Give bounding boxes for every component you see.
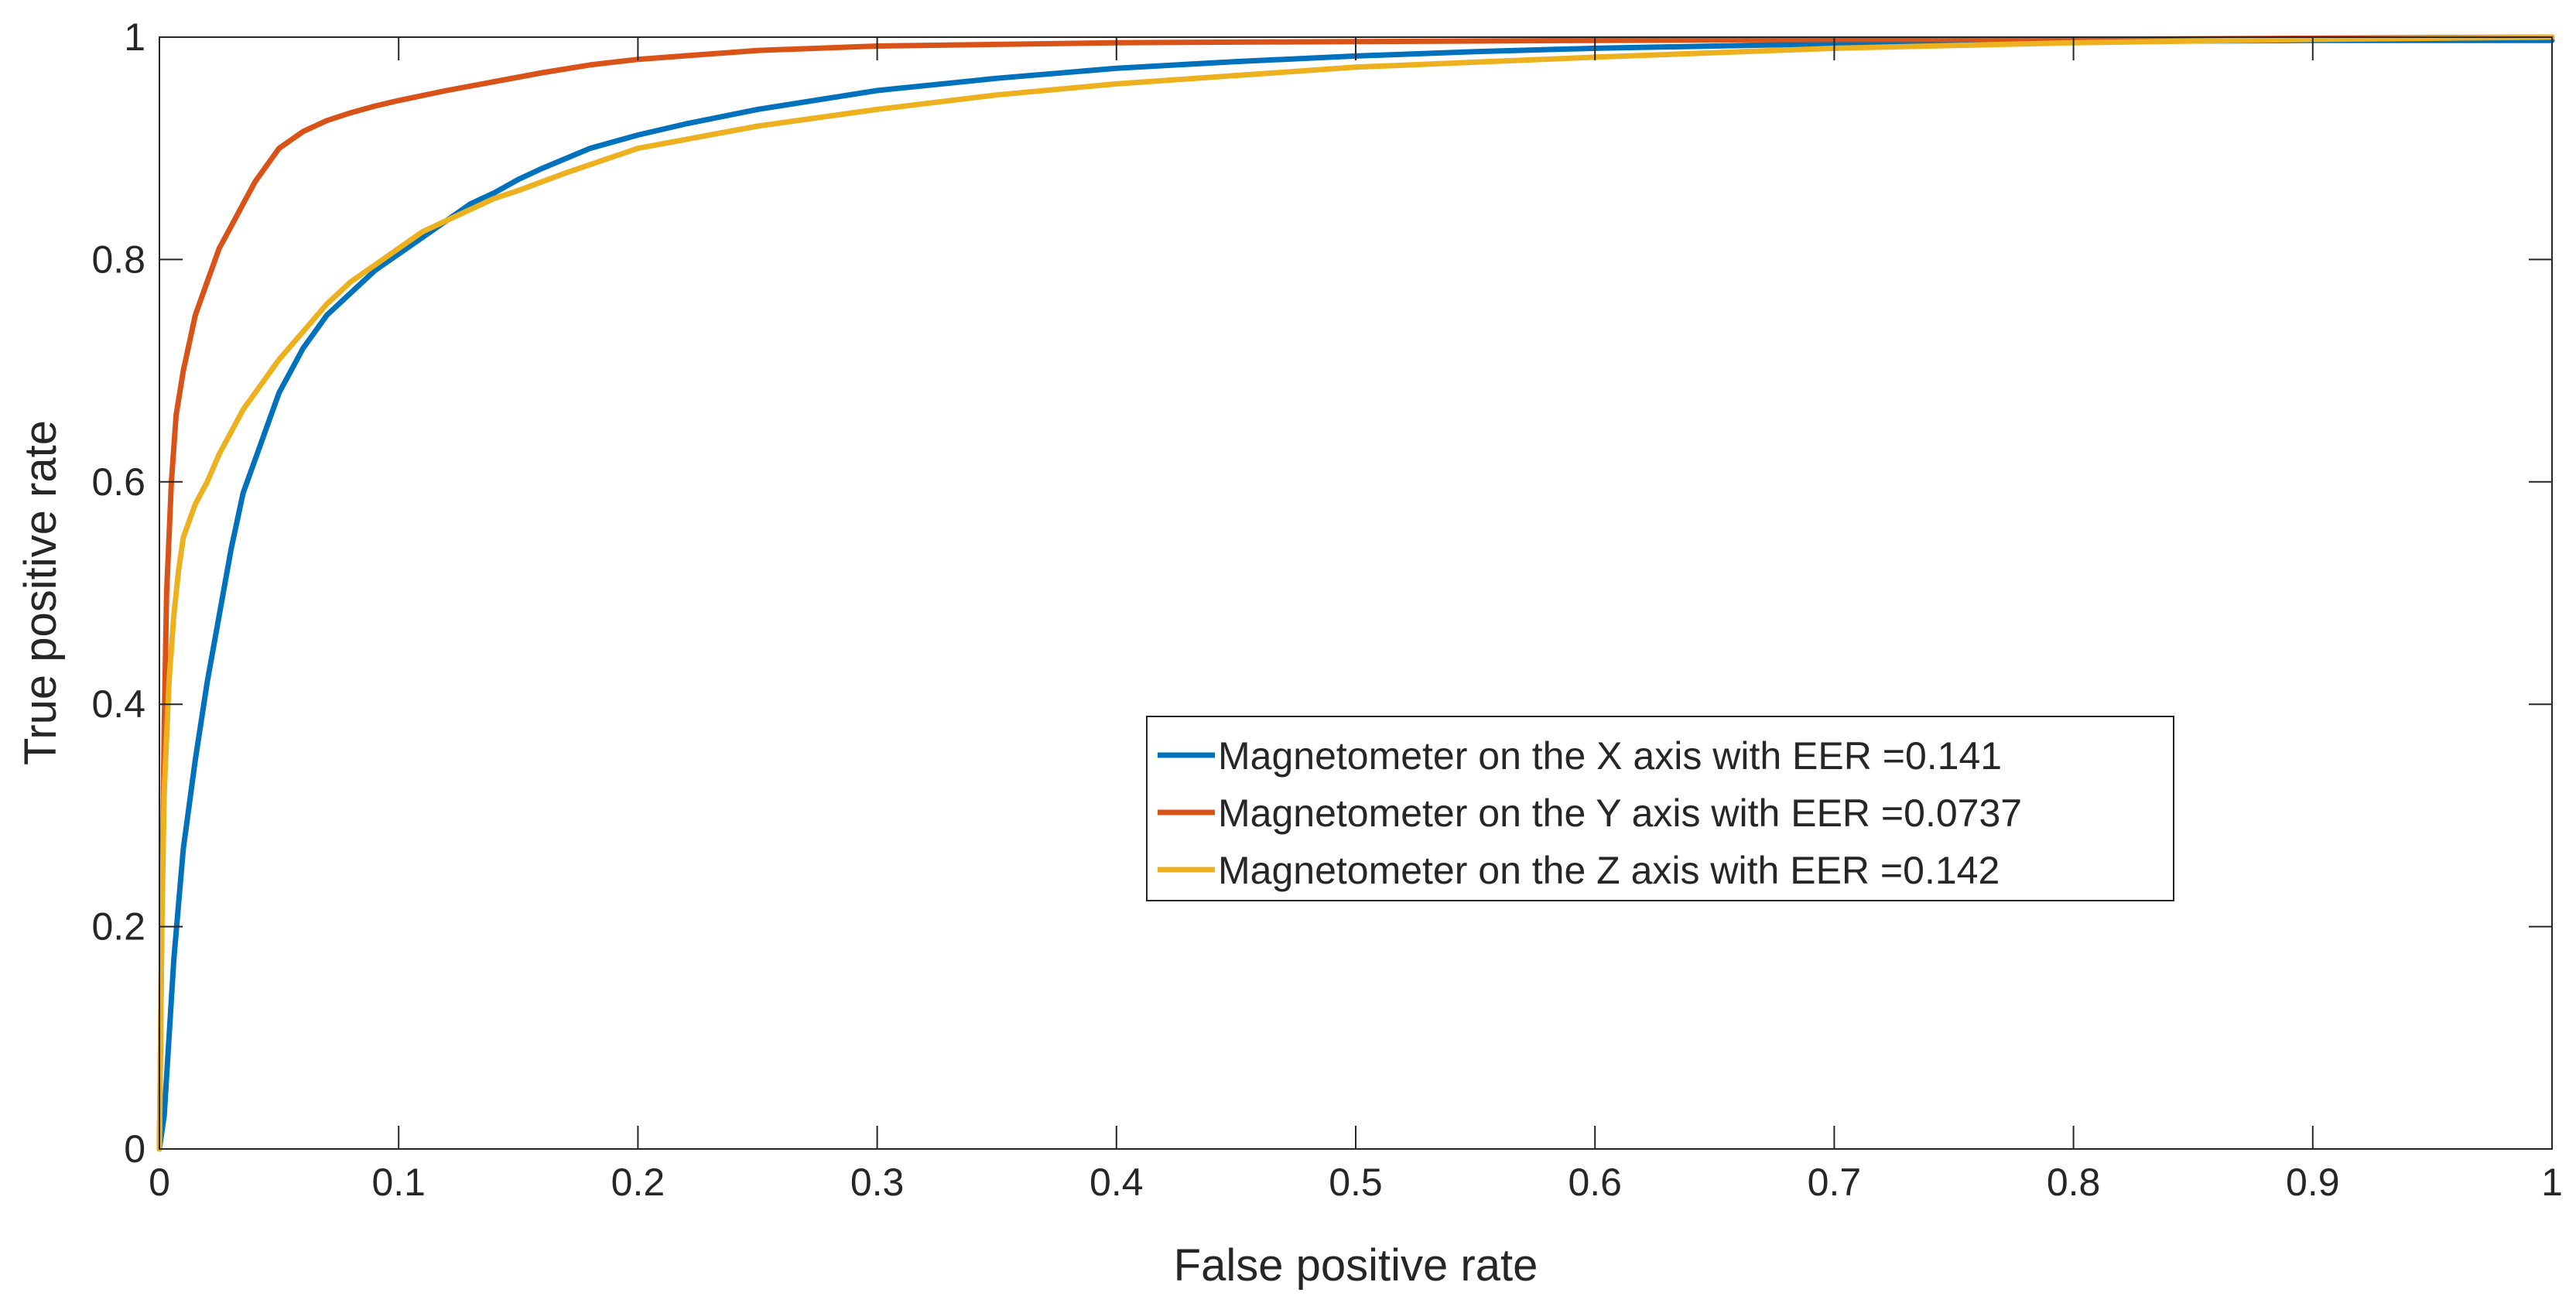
legend: Magnetometer on the X axis with EER =0.1… xyxy=(1146,716,2174,901)
y-tick-label: 0.6 xyxy=(91,460,145,504)
x-tick-label: 0.2 xyxy=(611,1161,665,1204)
x-tick-label: 0.1 xyxy=(371,1161,426,1204)
x-tick-label: 0.3 xyxy=(850,1161,905,1204)
x-tick-label: 0 xyxy=(149,1161,170,1204)
y-tick-label: 0.4 xyxy=(91,682,145,726)
plot-area xyxy=(159,37,2552,1149)
y-tick-label: 0.2 xyxy=(91,905,145,949)
tick-layer: 0 0.1 0.2 0.3 0.4 0.5 0.6 0.7 0.8 0.9 1 0 0.2 0.4 0.6 0… xyxy=(91,15,2562,1204)
x-tick-label: 1 xyxy=(2541,1161,2563,1204)
x-tick-label: 0.5 xyxy=(1329,1161,1383,1204)
y-axis-label: True positive rate xyxy=(15,420,66,765)
roc-curve-z-axis xyxy=(156,34,2555,1152)
y-tick-label: 0.8 xyxy=(91,238,145,281)
x-tick-label: 0.7 xyxy=(1808,1161,1862,1204)
x-tick-label: 0.9 xyxy=(2286,1161,2340,1204)
legend-entry-z: Magnetometer on the Z axis with EER =0.1… xyxy=(1218,849,2000,892)
y-tick-label: 0 xyxy=(124,1127,145,1171)
x-tick-label: 0.8 xyxy=(2047,1161,2101,1204)
y-tick-label: 1 xyxy=(124,15,145,59)
roc-curve-y-axis xyxy=(156,34,2555,1152)
x-tick-label: 0.4 xyxy=(1090,1161,1144,1204)
x-tick-label: 0.6 xyxy=(1568,1161,1622,1204)
x-axis-label: False positive rate xyxy=(1174,1240,1538,1291)
legend-entry-y: Magnetometer on the Y axis with EER =0.0… xyxy=(1218,792,2022,835)
legend-entry-x: Magnetometer on the X axis with EER =0.1… xyxy=(1218,734,2002,778)
legend-box xyxy=(1146,716,2174,901)
